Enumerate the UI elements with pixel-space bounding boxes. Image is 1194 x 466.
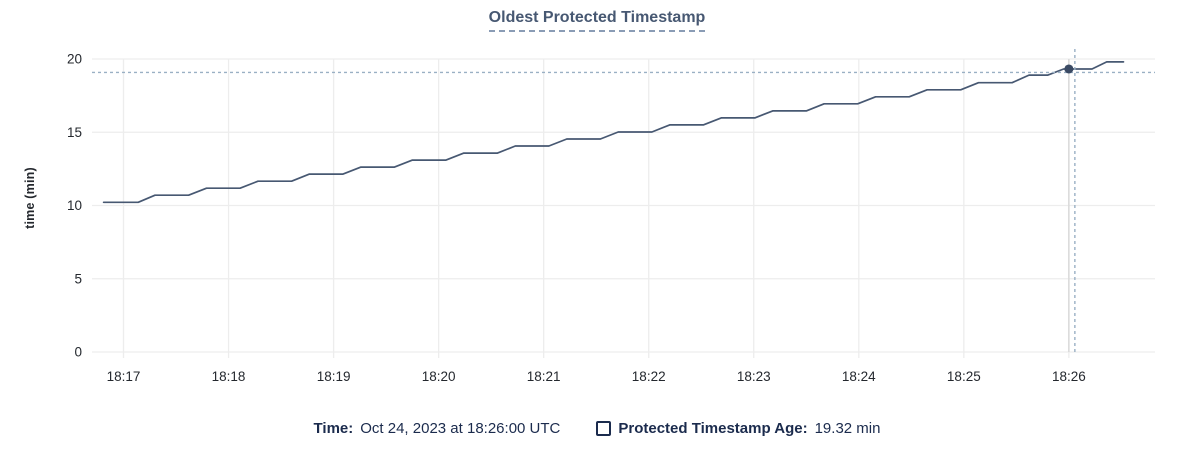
x-tick-label: 18:22 [632, 369, 666, 384]
legend-time-label: Time: [313, 420, 354, 437]
y-tick-label: 0 [74, 345, 82, 360]
chart-title-row: Oldest Protected Timestamp [0, 9, 1194, 32]
hover-legend: Time: Oct 24, 2023 at 18:26:00 UTC Prote… [0, 420, 1194, 437]
chart-title[interactable]: Oldest Protected Timestamp [488, 9, 706, 32]
legend-time-group: Time: Oct 24, 2023 at 18:26:00 UTC [314, 420, 561, 437]
y-axis-label: time (min) [23, 167, 37, 229]
legend-series-label: Protected Timestamp Age: [618, 420, 808, 437]
legend-series-value: 19.32 min [814, 420, 881, 437]
series-line [102, 61, 1125, 204]
x-tick-label: 18:24 [842, 369, 876, 384]
x-tick-label: 18:21 [527, 369, 561, 384]
x-tick-label: 18:20 [422, 369, 456, 384]
series-swatch-icon [596, 421, 612, 436]
y-tick-label: 10 [67, 198, 82, 213]
x-tick-label: 18:18 [212, 369, 246, 384]
y-tick-label: 5 [74, 271, 82, 286]
x-tick-label: 18:25 [947, 369, 981, 384]
x-tick-label: 18:17 [107, 369, 141, 384]
legend-time-value: Oct 24, 2023 at 18:26:00 UTC [360, 420, 561, 437]
legend-series-group: Protected Timestamp Age: 19.32 min [596, 420, 880, 437]
y-tick-label: 20 [67, 52, 82, 67]
y-tick-label: 15 [67, 125, 82, 140]
x-tick-label: 18:23 [737, 369, 771, 384]
hover-point [1064, 64, 1074, 74]
x-tick-label: 18:19 [317, 369, 351, 384]
x-tick-label: 18:26 [1052, 369, 1086, 384]
